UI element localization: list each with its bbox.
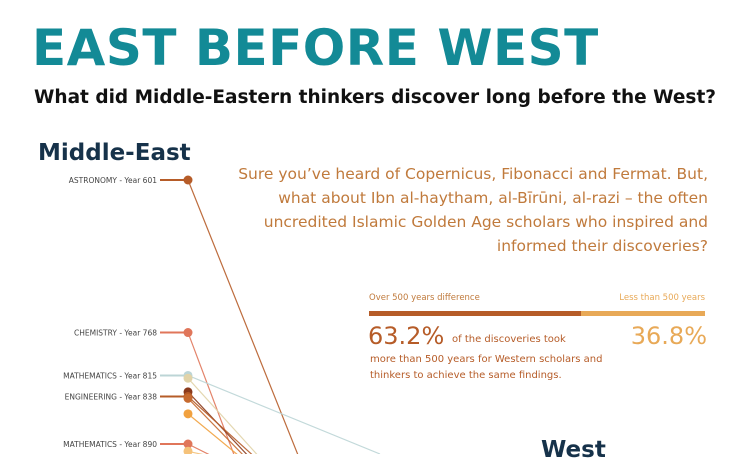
slope-line [187,450,204,454]
page-subtitle: What did Middle-Eastern thinkers discove… [34,87,717,108]
point-label: CHEMISTRY - Year 768 [74,329,157,338]
under-500-label: Less than 500 years [619,293,705,303]
data-point[interactable] [183,446,193,454]
point-label: MATHEMATICS - Year 890 [63,440,157,449]
percent-note: of the discoveries took [452,334,566,345]
over-500-bar [369,311,581,316]
slope-line [187,397,244,454]
region-label-west: West [541,437,606,463]
point-label: ENGINEERING - Year 838 [65,392,158,401]
slope-line [187,391,248,454]
over-500-percent: 63.2% [368,322,445,350]
slope-line [187,413,238,454]
data-point[interactable] [183,393,193,403]
under-500-bar [581,311,705,316]
data-point[interactable] [183,328,193,338]
under-500-percent: 36.8% [630,322,707,350]
over-500-label: Over 500 years difference [369,293,480,303]
intro-text: Sure you’ve heard of Copernicus, Fibonac… [238,165,708,255]
slope-line [187,443,210,454]
slope-line [187,377,258,454]
slope-line [187,396,253,454]
data-point[interactable] [183,175,193,185]
slope-line [187,374,381,454]
page-title: EAST BEFORE WEST [32,19,599,77]
percent-description: more than 500 years for Western scholars… [370,354,603,381]
data-point[interactable] [183,409,193,419]
data-point[interactable] [183,439,193,449]
region-label-middle-east: Middle-East [38,140,191,166]
data-point[interactable] [183,373,193,383]
point-label: ASTRONOMY - Year 601 [69,176,157,185]
point-label: MATHEMATICS - Year 815 [63,371,157,380]
